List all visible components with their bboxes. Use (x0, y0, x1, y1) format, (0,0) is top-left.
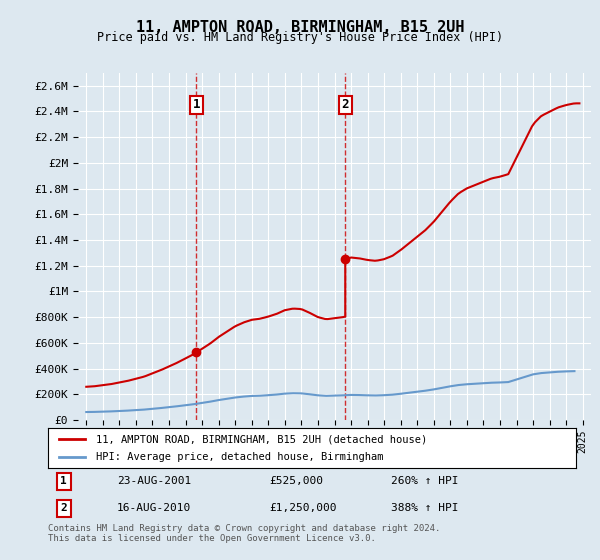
Text: 23-AUG-2001: 23-AUG-2001 (116, 477, 191, 487)
Text: 11, AMPTON ROAD, BIRMINGHAM, B15 2UH: 11, AMPTON ROAD, BIRMINGHAM, B15 2UH (136, 20, 464, 35)
Text: 2: 2 (61, 503, 67, 513)
Text: 2: 2 (341, 99, 349, 111)
Text: 1: 1 (61, 477, 67, 487)
Text: 388% ↑ HPI: 388% ↑ HPI (391, 503, 459, 513)
Text: 11, AMPTON ROAD, BIRMINGHAM, B15 2UH (detached house): 11, AMPTON ROAD, BIRMINGHAM, B15 2UH (de… (95, 435, 427, 445)
Text: 1: 1 (193, 99, 200, 111)
Text: Contains HM Land Registry data © Crown copyright and database right 2024.
This d: Contains HM Land Registry data © Crown c… (48, 524, 440, 543)
Text: 16-AUG-2010: 16-AUG-2010 (116, 503, 191, 513)
Text: 260% ↑ HPI: 260% ↑ HPI (391, 477, 459, 487)
Text: £1,250,000: £1,250,000 (270, 503, 337, 513)
Text: £525,000: £525,000 (270, 477, 324, 487)
Text: Price paid vs. HM Land Registry's House Price Index (HPI): Price paid vs. HM Land Registry's House … (97, 31, 503, 44)
Text: HPI: Average price, detached house, Birmingham: HPI: Average price, detached house, Birm… (95, 451, 383, 461)
